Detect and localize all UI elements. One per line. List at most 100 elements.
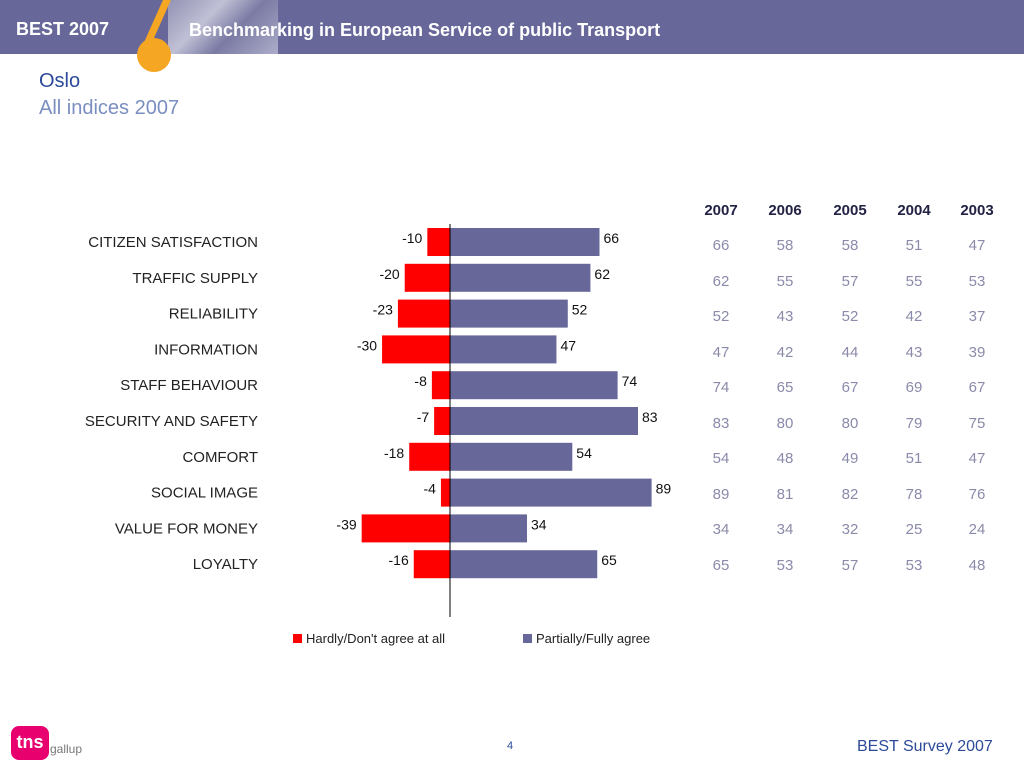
positive-data-label: 83	[642, 409, 658, 425]
table-cell: 69	[905, 379, 923, 396]
tns-logo: tns	[11, 726, 49, 760]
header-banner: BEST 2007 Benchmarking in European Servi…	[0, 0, 1024, 72]
table-header-year: 2003	[960, 202, 994, 219]
negative-data-label: -30	[357, 337, 377, 353]
table-cell: 67	[841, 379, 859, 396]
positive-bar	[450, 335, 557, 364]
table-cell: 51	[905, 450, 923, 467]
positive-bar	[450, 550, 598, 579]
table-cell: 42	[776, 343, 794, 361]
table-cell: 47	[712, 343, 730, 361]
table-cell: 52	[712, 308, 730, 325]
category-label: TRAFFIC SUPPLY	[132, 270, 258, 287]
negative-bar	[413, 550, 450, 579]
table-cell: 47	[968, 237, 986, 254]
page-number: 4	[507, 740, 514, 752]
table-cell: 39	[968, 343, 986, 361]
brand-title: BEST 2007	[16, 19, 110, 39]
legend-swatch	[523, 634, 532, 643]
negative-data-label: -39	[336, 516, 356, 532]
table-header-year: 2006	[768, 202, 802, 219]
page-subtitle: All indices 2007	[39, 97, 180, 119]
category-label: VALUE FOR MONEY	[115, 520, 258, 537]
table-cell: 80	[841, 414, 859, 432]
table-cell: 75	[968, 414, 986, 432]
table-cell: 34	[776, 521, 794, 538]
legend-item: Partially/Fully agree	[523, 631, 650, 646]
positive-data-label: 74	[622, 373, 638, 389]
negative-data-label: -7	[417, 409, 430, 425]
table-cell: 37	[968, 308, 986, 325]
legend-label: Hardly/Don't agree at all	[306, 631, 446, 646]
table-cell: 65	[776, 379, 794, 396]
banner-subtitle: Benchmarking in European Service of publ…	[189, 20, 661, 40]
category-label: LOYALTY	[193, 556, 258, 573]
table-cell: 57	[841, 272, 859, 290]
negative-bar	[409, 442, 450, 471]
category-label: COMFORT	[182, 449, 258, 466]
table-header-year: 2007	[704, 202, 738, 219]
table-cell: 74	[712, 379, 730, 396]
banner-image	[168, 0, 278, 54]
table-cell: 78	[905, 485, 923, 503]
negative-bar	[434, 407, 450, 435]
table-cell: 51	[905, 237, 923, 254]
table-cell: 76	[968, 485, 986, 503]
table-cell: 48	[968, 556, 986, 574]
category-label: SECURITY AND SAFETY	[85, 413, 258, 430]
negative-data-label: -18	[384, 445, 404, 461]
table-cell: 53	[905, 556, 923, 574]
positive-data-label: 52	[572, 302, 588, 318]
table-cell: 25	[905, 521, 923, 538]
positive-data-label: 54	[576, 445, 592, 461]
negative-data-label: -8	[414, 373, 427, 389]
table-cell: 62	[712, 272, 730, 290]
table-cell: 55	[905, 272, 923, 290]
category-label: STAFF BEHAVIOUR	[120, 377, 258, 394]
table-cell: 57	[841, 556, 859, 574]
negative-bar	[361, 514, 450, 543]
negative-data-label: -23	[373, 302, 393, 318]
positive-bar	[450, 407, 638, 435]
category-label: INFORMATION	[154, 341, 258, 358]
table-cell: 81	[776, 485, 794, 503]
negative-bar	[427, 228, 450, 256]
legend-label: Partially/Fully agree	[536, 631, 651, 646]
negative-bar	[397, 299, 450, 328]
table-cell: 53	[776, 556, 794, 574]
positive-bar	[450, 228, 600, 256]
table-cell: 67	[968, 379, 986, 396]
category-label: RELIABILITY	[169, 306, 258, 323]
category-label: SOCIAL IMAGE	[151, 485, 258, 502]
positive-bar	[450, 514, 528, 543]
table-cell: 80	[776, 414, 794, 432]
negative-data-label: -10	[402, 230, 422, 246]
table-cell: 42	[905, 308, 923, 325]
table-cell: 79	[905, 414, 923, 432]
footer-text: BEST Survey 2007	[857, 738, 993, 755]
positive-bar	[450, 263, 591, 292]
negative-bar	[382, 335, 450, 364]
table-cell: 48	[776, 450, 794, 467]
table-cell: 83	[712, 414, 730, 432]
table-header-year: 2005	[833, 202, 867, 219]
positive-bar	[450, 442, 573, 471]
negative-data-label: -16	[389, 552, 409, 568]
positive-data-label: 65	[601, 552, 617, 568]
table-cell: 55	[776, 272, 794, 290]
table-cell: 58	[841, 237, 859, 254]
positive-data-label: 47	[560, 337, 576, 353]
table-cell: 49	[841, 450, 859, 467]
positive-bar	[450, 478, 652, 507]
negative-bar	[440, 478, 450, 507]
category-label: CITIZEN SATISFACTION	[88, 234, 258, 251]
table-cell: 44	[841, 343, 859, 361]
negative-data-label: -20	[379, 266, 399, 282]
table-cell: 54	[712, 450, 730, 467]
table-cell: 82	[841, 485, 859, 503]
banner-accent-dot	[137, 38, 171, 72]
table-cell: 53	[968, 272, 986, 290]
positive-bar	[450, 371, 618, 400]
negative-bar	[431, 371, 450, 400]
legend-item: Hardly/Don't agree at all	[293, 631, 445, 646]
